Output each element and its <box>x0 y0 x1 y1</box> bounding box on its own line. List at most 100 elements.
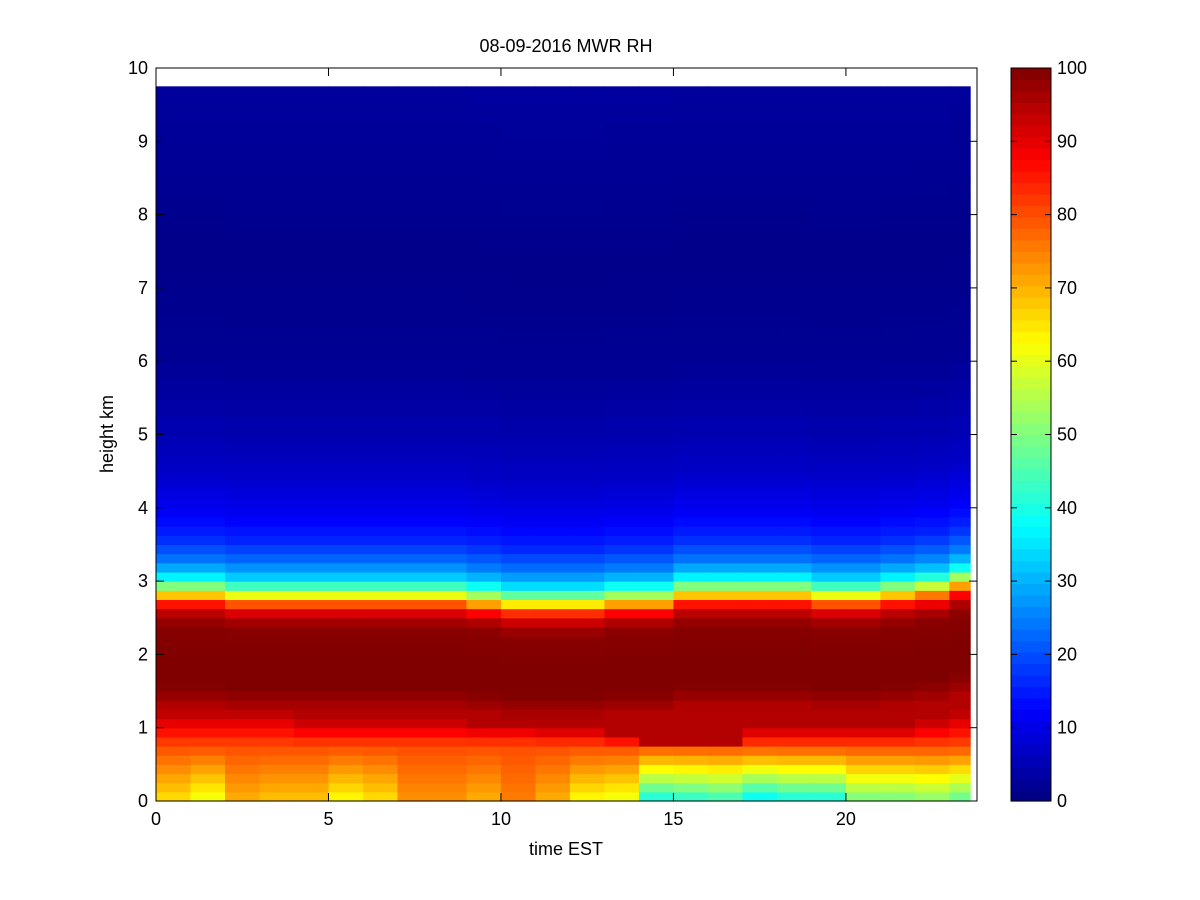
heatmap-cell <box>638 159 675 179</box>
y-tick-label: 6 <box>138 351 148 371</box>
heatmap-cell <box>949 104 971 124</box>
heatmap-cell <box>845 709 882 720</box>
heatmap-cell <box>362 86 399 106</box>
heatmap-cell <box>362 718 399 729</box>
colorbar-swatch <box>1011 113 1051 126</box>
colorbar-swatch <box>1011 331 1051 344</box>
heatmap-cell <box>845 507 882 518</box>
colorbar-swatch <box>1011 377 1051 390</box>
heatmap-cell <box>742 553 778 564</box>
heatmap-cell <box>845 608 882 619</box>
heatmap-cell <box>156 544 192 555</box>
heatmap-cell <box>776 86 813 106</box>
heatmap-cell <box>466 361 502 381</box>
heatmap-cell <box>431 709 468 720</box>
heatmap-cell <box>259 196 295 216</box>
colorbar-swatch <box>1011 503 1051 516</box>
heatmap-cell <box>224 480 261 491</box>
heatmap-cell <box>328 544 364 555</box>
heatmap-cell <box>500 736 537 747</box>
heatmap-cell <box>604 269 640 289</box>
heatmap-cell <box>466 773 502 784</box>
heatmap-cell <box>604 342 640 362</box>
colorbar-swatch <box>1011 262 1051 275</box>
colorbar-swatch <box>1011 388 1051 401</box>
heatmap-cell <box>397 746 433 756</box>
heatmap-cell <box>811 544 847 555</box>
heatmap-cell <box>431 516 468 527</box>
heatmap-cell <box>259 791 295 802</box>
heatmap-cell <box>535 141 571 161</box>
heatmap-cell <box>638 755 675 765</box>
colorbar-swatch <box>1011 686 1051 699</box>
colorbar-swatch <box>1011 571 1051 584</box>
heatmap-cell <box>742 764 778 775</box>
heatmap-cell <box>604 196 640 216</box>
heatmap-cell <box>156 709 192 720</box>
colorbar-swatch <box>1011 457 1051 470</box>
heatmap-cell <box>190 471 226 481</box>
heatmap-cell <box>845 663 882 674</box>
heatmap-cell <box>638 718 675 729</box>
heatmap-cell <box>673 361 709 381</box>
heatmap-cell <box>811 507 847 518</box>
heatmap-cell <box>673 461 709 472</box>
heatmap-cell <box>190 196 226 216</box>
heatmap-cell <box>776 122 813 142</box>
heatmap-cell <box>673 526 709 536</box>
heatmap-cell <box>431 773 468 784</box>
heatmap-cell <box>190 700 226 710</box>
heatmap-cell <box>328 480 364 491</box>
colorbar-swatch <box>1011 640 1051 653</box>
heatmap-cell <box>156 269 192 289</box>
heatmap-cell <box>880 122 916 142</box>
heatmap-cell <box>569 452 606 463</box>
heatmap-cell <box>604 251 640 271</box>
heatmap-cell <box>604 544 640 555</box>
colorbar-swatch <box>1011 560 1051 573</box>
heatmap-cell <box>190 342 226 362</box>
heatmap-cell <box>638 86 675 106</box>
heatmap-cell <box>156 617 192 628</box>
heatmap-cell <box>604 489 640 500</box>
heatmap-cell <box>604 764 640 775</box>
heatmap-cell <box>535 636 571 646</box>
heatmap-cell <box>707 608 744 619</box>
heatmap-cell <box>673 736 709 747</box>
heatmap-cell <box>707 434 744 445</box>
heatmap-cell <box>466 86 502 106</box>
heatmap-cell <box>673 480 709 491</box>
heatmap-cell <box>224 544 261 555</box>
heatmap-cell <box>707 177 744 197</box>
heatmap-cell <box>500 342 537 362</box>
heatmap-cell <box>190 791 226 802</box>
heatmap-cell <box>500 452 537 463</box>
heatmap-cell <box>569 773 606 784</box>
heatmap-cell <box>466 562 502 573</box>
heatmap-cell <box>880 553 916 564</box>
heatmap-cell <box>604 434 640 445</box>
heatmap-cell <box>190 159 226 179</box>
heatmap-cell <box>707 544 744 555</box>
heatmap-cell <box>397 672 433 683</box>
heatmap-cell <box>362 727 399 738</box>
heatmap-cell <box>845 626 882 637</box>
heatmap-cell <box>466 581 502 591</box>
heatmap-cell <box>500 626 537 637</box>
heatmap-cell <box>949 581 971 591</box>
heatmap-cell <box>776 416 813 436</box>
heatmap-cell <box>811 645 847 655</box>
heatmap-cell <box>742 535 778 546</box>
heatmap-cell <box>949 599 971 610</box>
heatmap-cell <box>914 516 951 527</box>
heatmap-cell <box>362 645 399 655</box>
heatmap-cell <box>293 443 330 454</box>
heatmap-cell <box>811 489 847 500</box>
heatmap-cell <box>259 773 295 784</box>
heatmap-cell <box>638 773 675 784</box>
heatmap-cell <box>500 86 537 106</box>
colorbar-swatch <box>1011 434 1051 447</box>
heatmap-cell <box>604 700 640 710</box>
heatmap-cell <box>500 416 537 436</box>
heatmap-cell <box>156 232 192 252</box>
